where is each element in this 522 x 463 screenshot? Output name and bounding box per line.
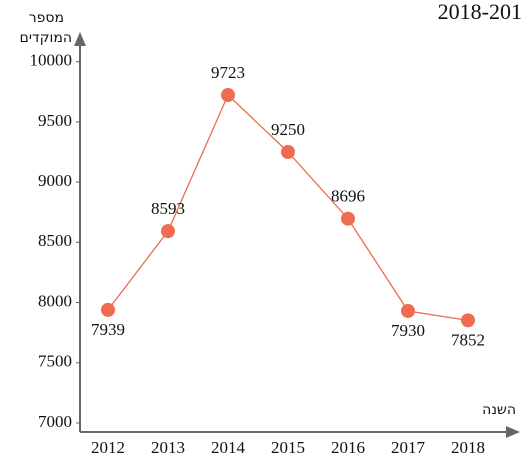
y-tick-label: 7500 — [38, 352, 72, 371]
y-tick-label: 9500 — [38, 111, 72, 130]
x-tick-label: 2014 — [211, 438, 246, 457]
data-label: 8593 — [151, 199, 185, 218]
y-tick-label: 8500 — [38, 231, 72, 250]
data-label: 7939 — [91, 320, 125, 339]
marker — [101, 302, 115, 317]
y-tick-label: 9000 — [38, 171, 72, 190]
marker — [161, 224, 175, 239]
marker — [281, 145, 295, 159]
x-tick-label: 2017 — [391, 438, 426, 457]
x-tick-label: 2016 — [331, 438, 365, 457]
data-label: 9250 — [271, 120, 305, 139]
y-axis-label: מספר — [29, 10, 64, 26]
y-axis-label: המוקדים — [20, 30, 72, 46]
y-tick-label: 7000 — [38, 412, 72, 431]
x-tick-label: 2013 — [151, 438, 185, 457]
y-axis-arrow — [74, 32, 86, 46]
chart-title: 2018-201 — [438, 0, 522, 24]
data-label: 7852 — [451, 330, 485, 349]
x-tick-label: 2012 — [91, 438, 125, 457]
y-tick-label: 10000 — [30, 51, 73, 70]
data-label: 9723 — [211, 63, 245, 82]
x-tick-label: 2015 — [271, 438, 305, 457]
x-axis-label: השנה — [482, 402, 516, 418]
x-tick-label: 2018 — [451, 438, 485, 457]
x-axis-arrow — [506, 426, 520, 438]
marker — [401, 303, 415, 318]
data-label: 7930 — [391, 321, 425, 340]
data-label: 8696 — [331, 187, 365, 206]
marker — [221, 88, 235, 103]
marker — [341, 211, 355, 226]
y-tick-label: 8000 — [38, 291, 72, 310]
marker — [461, 313, 475, 328]
